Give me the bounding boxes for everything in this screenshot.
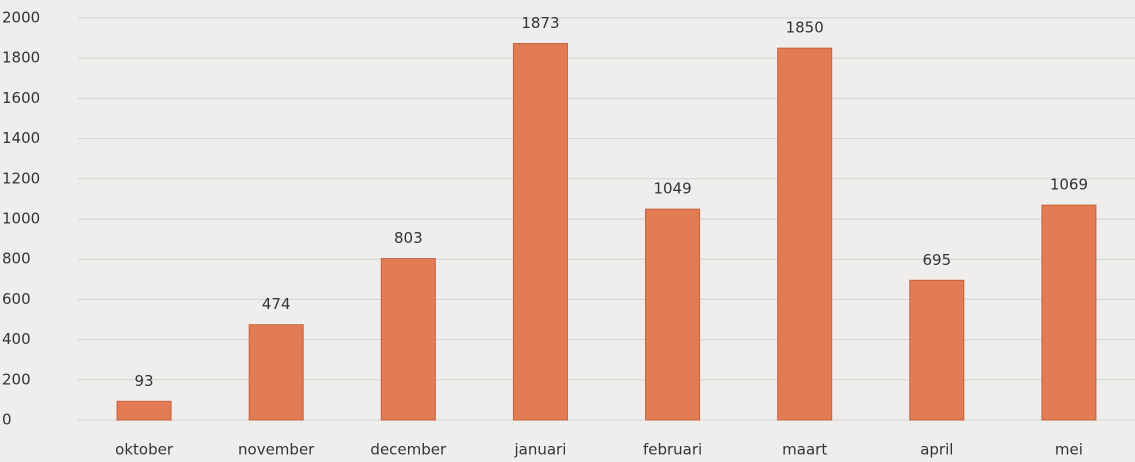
x-tick-label: oktober [115,441,174,459]
x-tick-label: december [370,441,447,459]
data-label: 1049 [653,180,691,198]
y-tick-label: 1600 [2,89,40,107]
bar [1041,204,1097,421]
bar [380,258,436,421]
data-label: 803 [394,229,423,247]
data-label: 474 [262,295,291,313]
y-tick-label: 600 [2,290,31,308]
y-tick-label: 1000 [2,210,40,228]
x-tick-label: mei [1055,441,1083,459]
y-tick-label: 1200 [2,169,40,187]
data-label: 93 [135,372,154,390]
y-tick-label: 0 [2,411,12,429]
x-tick-label: februari [643,441,702,459]
bar [777,47,833,421]
x-tick-label: maart [782,441,827,459]
data-label: 695 [922,251,951,269]
x-tick-label: januari [513,441,566,459]
bar [248,324,304,421]
data-label: 1850 [786,19,824,37]
bar [645,208,701,421]
y-tick-label: 1400 [2,129,40,147]
y-tick-label: 400 [2,330,31,348]
data-label: 1069 [1050,176,1088,194]
bar [909,279,965,421]
bar [116,400,172,421]
y-tick-label: 800 [2,250,31,268]
y-tick-label: 200 [2,370,31,388]
y-tick-label: 2000 [2,9,40,27]
bar [512,43,568,421]
x-tick-label: april [920,441,953,459]
data-label: 1873 [521,14,559,32]
x-tick-label: november [238,441,315,459]
y-tick-label: 1800 [2,49,40,67]
